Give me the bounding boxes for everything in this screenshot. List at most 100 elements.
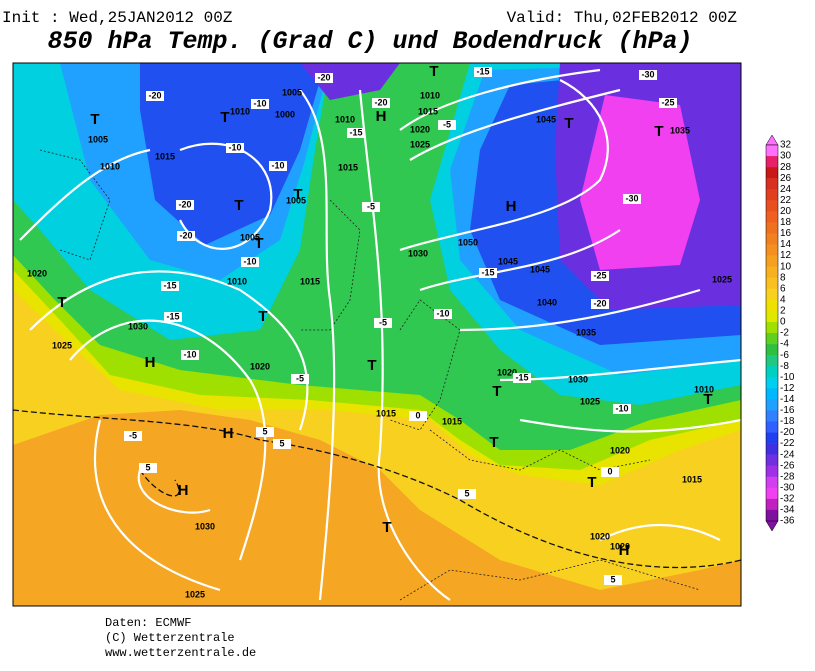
temperature-label-bg: [177, 231, 195, 241]
isobar-label: 1035: [576, 327, 596, 337]
legend-label: -4: [780, 339, 789, 350]
isobar-label: 1020: [410, 124, 430, 134]
isobar-label: 1015: [300, 276, 320, 286]
map-frame: [12, 62, 742, 607]
temperature-label: -20: [374, 97, 387, 107]
legend-label: -12: [780, 383, 795, 394]
isobar-label: 1000: [275, 109, 295, 119]
legend-swatch: [766, 454, 778, 467]
isobar-label: 1015: [418, 106, 438, 116]
isobar-label: 1015: [442, 416, 462, 426]
isobar-label: 1030: [195, 521, 215, 531]
temperature-label-bg: [124, 431, 142, 441]
isobar-label: 1045: [498, 256, 518, 266]
legend-swatch: [766, 189, 778, 201]
temperature-label: -10: [183, 349, 196, 359]
temperature-label: -30: [641, 69, 654, 79]
pressure-center: T: [703, 391, 712, 408]
isobar-label: 1025: [580, 396, 600, 406]
legend-label: -36: [780, 516, 795, 527]
pressure-center: H: [376, 108, 387, 125]
isobar-label: 1020: [590, 531, 610, 541]
pressure-center: T: [382, 519, 391, 536]
legend-label: -24: [780, 449, 795, 460]
temperature-label-bg: [181, 350, 199, 360]
temperature-label-bg: [161, 281, 179, 291]
legend-label: -32: [780, 494, 795, 505]
temperature-label: -15: [166, 311, 179, 321]
temperature-label-bg: [372, 98, 390, 108]
temperature-label-bg: [164, 312, 182, 322]
temperature-label: -10: [253, 98, 266, 108]
legend-swatch: [766, 310, 778, 323]
footer-line: Daten: ECMWF: [105, 616, 191, 630]
isobar-label: 1010: [230, 106, 250, 116]
pressure-center: T: [234, 197, 243, 214]
isobar-label: 1025: [712, 274, 732, 284]
isobar-label: 1005: [282, 87, 302, 97]
legend-swatch: [766, 344, 778, 356]
pressure-center: T: [90, 111, 99, 128]
pressure-center: H: [178, 482, 189, 499]
isobar-label: 1050: [458, 237, 478, 247]
isobar-label: 1010: [420, 90, 440, 100]
pressure-center: T: [254, 235, 263, 252]
isobar-label: 1020: [250, 361, 270, 371]
temperature-label-bg: [139, 463, 157, 473]
isobar-label: 1045: [530, 264, 550, 274]
isobar-label: 1020: [610, 541, 630, 551]
isobar-label: 1010: [227, 276, 247, 286]
legend-label: 2: [780, 306, 786, 317]
legend-label: -8: [780, 361, 789, 372]
legend-label: 18: [780, 217, 792, 228]
legend-swatch: [766, 509, 778, 522]
temperature-label-bg: [362, 202, 380, 212]
legend-label: -10: [780, 372, 795, 383]
temperature-label-bg: [291, 374, 309, 384]
temperature-label: 5: [145, 462, 150, 472]
temperature-label-bg: [176, 200, 194, 210]
footer-line: (C) Wetterzentrale: [105, 631, 235, 645]
legend-swatch: [766, 388, 778, 400]
isobar-label: 1005: [88, 134, 108, 144]
temperature-label-bg: [347, 128, 365, 138]
temperature-label-bg: [474, 67, 492, 77]
temperature-label: -5: [129, 430, 137, 440]
legend-swatch: [766, 211, 778, 223]
isobar-label: 1035: [670, 125, 690, 135]
isobar-label: 1030: [568, 374, 588, 384]
temperature-label: -15: [476, 66, 489, 76]
map-labels: 1005 1010 1015 1010 1005 1000 1010 1015 1005 1005…: [27, 63, 732, 599]
pressure-center: T: [367, 357, 376, 374]
temperature-label: -10: [243, 256, 256, 266]
temperature-label-bg: [374, 318, 392, 328]
legend-label: 4: [780, 294, 786, 305]
legend-swatch: [766, 266, 778, 279]
isobar-label: 1020: [497, 367, 517, 377]
pressure-center: T: [492, 383, 501, 400]
temperature-label-bg: [659, 98, 677, 108]
legend-swatch: [766, 255, 778, 267]
isobar-label: 1010: [694, 384, 714, 394]
legend-swatch: [766, 222, 778, 234]
pressure-center: H: [223, 425, 234, 442]
temperature-label-bg: [409, 411, 427, 421]
legend-swatch: [766, 277, 778, 290]
legend-label: 20: [780, 206, 792, 217]
pressure-center: T: [564, 115, 573, 132]
legend-arrow-top: [765, 134, 779, 146]
temperature-label: -15: [349, 127, 362, 137]
legend-label: -6: [780, 350, 789, 361]
temperature-label: -20: [593, 298, 606, 308]
pressure-center: T: [258, 308, 267, 325]
legend-swatch: [766, 498, 778, 511]
legend-label: -16: [780, 405, 795, 416]
isobar-label: 1025: [185, 589, 205, 599]
legend-swatch: [766, 333, 778, 345]
temperature-label: -15: [163, 280, 176, 290]
isobar-label: 1010: [335, 114, 355, 124]
legend-label: 22: [780, 195, 792, 206]
isobar-label: 1030: [128, 321, 148, 331]
legend-swatch: [766, 321, 778, 334]
